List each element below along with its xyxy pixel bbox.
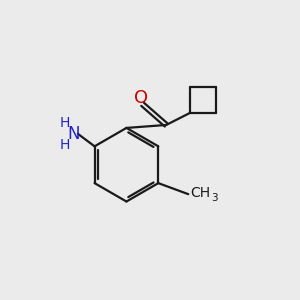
Text: N: N: [67, 125, 80, 143]
Text: H: H: [60, 138, 70, 152]
Text: O: O: [134, 89, 148, 107]
Text: 3: 3: [211, 193, 217, 203]
Text: CH: CH: [190, 186, 211, 200]
Text: H: H: [60, 116, 70, 130]
